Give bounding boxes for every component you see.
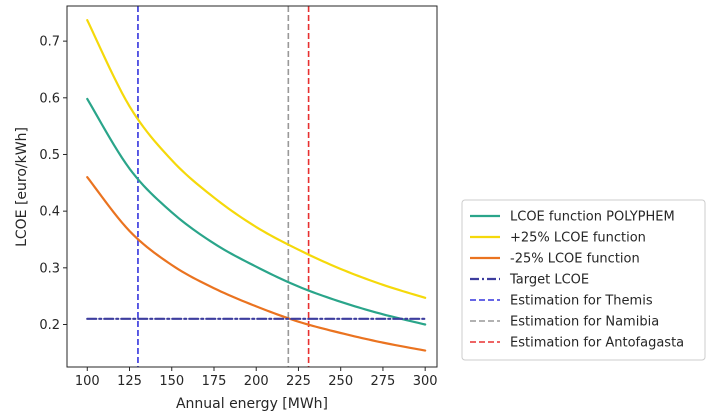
legend-label: LCOE function POLYPHEM: [510, 210, 675, 225]
legend-label: Estimation for Namibia: [510, 315, 659, 330]
y-axis: 0.2 0.3 0.4 0.5 0.6 0.7: [39, 35, 67, 333]
series-line-lcoe-function-polyphem: [86, 97, 427, 326]
x-tick-label: 300: [413, 374, 438, 389]
y-tick-label: 0.2: [39, 318, 60, 333]
legend-frame: [461, 199, 706, 361]
y-tick-label: 0.5: [39, 148, 60, 163]
series-line-25-lcoe-function: [86, 176, 427, 352]
legend-label: Estimation for Antofagasta: [510, 336, 684, 351]
plot-area-frame: [66, 5, 438, 368]
x-tick-label: 125: [117, 374, 142, 389]
legend-label: Estimation for Themis: [510, 294, 653, 309]
x-tick-label: 200: [244, 374, 269, 389]
x-tick-label: 225: [286, 374, 311, 389]
y-tick-label: 0.6: [39, 91, 60, 106]
x-tick-label: 250: [328, 374, 353, 389]
y-tick-label: 0.3: [39, 261, 60, 276]
series-layer: [86, 6, 427, 367]
x-tick-label: 150: [159, 374, 184, 389]
x-tick-label: 100: [75, 374, 100, 389]
legend-label: -25% LCOE function: [510, 252, 640, 267]
series-line-25-lcoe-function: [86, 19, 427, 299]
y-axis-label: LCOE [euro/kWh]: [14, 127, 30, 247]
x-tick-label: 175: [202, 374, 227, 389]
y-tick-label: 0.4: [39, 205, 60, 220]
x-axis-label: Annual energy [MWh]: [176, 396, 328, 412]
y-tick-label: 0.7: [39, 35, 60, 50]
x-axis: 100 125 150 175 200 225 250 275 300: [75, 367, 438, 389]
x-tick-label: 275: [371, 374, 396, 389]
legend-label: +25% LCOE function: [510, 231, 646, 246]
legend: LCOE function POLYPHEM +25% LCOE function…: [461, 199, 706, 361]
legend-label: Target LCOE: [509, 273, 589, 288]
